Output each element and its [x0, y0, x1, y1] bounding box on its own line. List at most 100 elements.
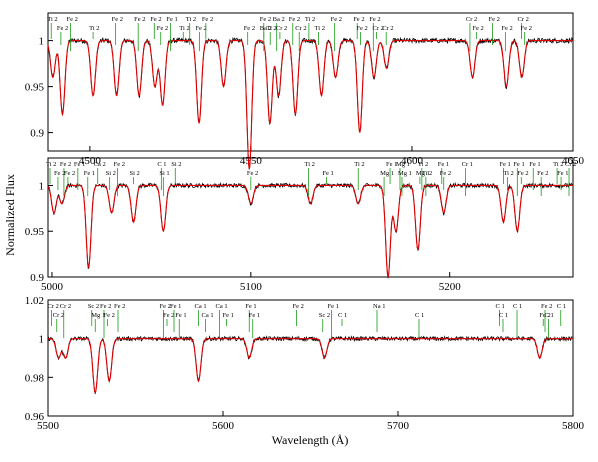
line-id-label: C 1: [499, 312, 508, 319]
line-id-label: Fe 2: [488, 16, 499, 23]
line-id-label: Mg 1: [380, 170, 394, 177]
line-id-label: Fe 1: [175, 312, 186, 319]
line-id-label: Fe 2: [157, 25, 168, 32]
line-id-label: Ti 2: [305, 16, 315, 23]
line-id-label: Ba 2: [260, 25, 272, 32]
line-id-label: Ti 2: [179, 25, 189, 32]
line-id-label: Fe 2: [114, 161, 125, 168]
line-id-label: Si 1: [159, 170, 169, 177]
y-tick-label: 0.9: [30, 128, 44, 140]
y-tick-label: 1: [39, 36, 45, 48]
line-id-label: Ti 2: [503, 170, 513, 177]
line-id-label: Fe 1: [166, 16, 177, 23]
model-spectrum-line: [48, 338, 573, 395]
line-id-label: Ti 2: [422, 170, 432, 177]
line-id-label: Ti 2: [47, 16, 57, 23]
y-tick-label: 0.95: [25, 226, 45, 238]
line-id-label: Fe 1: [170, 303, 181, 310]
line-id-label: Fe 2: [244, 25, 255, 32]
line-id-label: Ti 2: [315, 25, 325, 32]
line-id-label: Ti 2: [354, 161, 364, 168]
line-id-label: Si 2: [106, 170, 116, 177]
line-id-label: Fe 1: [499, 161, 510, 168]
line-id-label: Fe 1: [328, 303, 339, 310]
line-id-label: Fe 2: [112, 16, 123, 23]
line-id-label: Fe 2: [64, 170, 75, 177]
line-id-label: Fe 1: [438, 161, 449, 168]
line-id-label: Fe 2: [541, 303, 552, 310]
x-tick-label: 4550: [240, 155, 263, 167]
line-id-label: Cr 2: [382, 25, 393, 32]
line-id-label: Sc 2: [88, 303, 99, 310]
x-tick-label: 5800: [562, 420, 585, 432]
line-id-label: Ti 2: [186, 16, 196, 23]
y-tick-label: 0.98: [25, 372, 45, 384]
line-id-label: C 1: [157, 161, 166, 168]
line-id-label: Fe 2: [104, 312, 115, 319]
line-id-label: Mg 1: [396, 161, 410, 168]
model-spectrum-line: [47, 184, 573, 278]
y-tick-label: 1: [39, 334, 45, 346]
line-id-label: Fe 1: [529, 161, 540, 168]
line-id-label: Fe 1: [249, 312, 260, 319]
line-id-label: C 1: [545, 312, 554, 319]
line-id-label: Cr 2: [295, 25, 306, 32]
y-axis-label: Normalized Flux: [3, 174, 17, 256]
line-id-label: Fe 2: [202, 16, 213, 23]
line-id-label: Fe 2: [289, 16, 300, 23]
line-id-label: Ti 2: [305, 161, 315, 168]
line-id-label: Fe 2: [537, 170, 548, 177]
line-id-label: Fe 2: [472, 25, 483, 32]
line-id-label: Ti 2: [553, 161, 563, 168]
line-id-label: Mg 1: [416, 170, 430, 177]
line-id-label: Fe 2: [247, 170, 258, 177]
line-id-label: Fe 2: [54, 170, 65, 177]
line-id-label: Cr 2: [565, 161, 576, 168]
y-tick-label: 0.95: [25, 82, 45, 94]
line-id-label: Cr 2: [276, 25, 287, 32]
line-id-label: Ti 2: [46, 161, 56, 168]
observed-spectrum-line: [47, 36, 574, 168]
line-id-label: Na 1: [373, 303, 385, 310]
line-id-label: Cr 2: [48, 303, 59, 310]
line-id-label: Fe 2: [67, 16, 78, 23]
line-id-label: C 1: [513, 303, 522, 310]
y-tick-label: 0.96: [25, 411, 45, 423]
line-id-label: Fe 2: [60, 161, 71, 168]
line-id-label: Fe 1: [245, 303, 256, 310]
line-id-label: Ti 2: [266, 25, 276, 32]
line-id-label: Ba 2: [273, 16, 285, 23]
line-id-label: Fe 2: [163, 312, 174, 319]
line-id-label: Fe 2: [501, 25, 512, 32]
line-id-label: Cr 2: [466, 16, 477, 23]
line-id-label: Fe 1: [223, 312, 234, 319]
line-id-label: Cr 2: [373, 25, 384, 32]
line-id-label: Ca 1: [195, 303, 207, 310]
line-id-label: Cr 2: [60, 303, 71, 310]
line-id-label: Si 2: [130, 170, 140, 177]
x-tick-label: 5600: [212, 420, 235, 432]
y-tick-label: 1: [39, 180, 45, 192]
x-tick-label: 5100: [240, 281, 263, 293]
y-tick-label: 0.9: [30, 272, 44, 284]
observed-spectrum-line: [47, 335, 574, 395]
line-id-label: Ti 2: [418, 161, 428, 168]
line-id-label: Mg 1: [398, 170, 412, 177]
line-id-label: Cr 2: [53, 312, 64, 319]
line-id-label: Ca 2: [94, 161, 106, 168]
line-id-label: Fe 2: [440, 170, 451, 177]
line-id-label: C 1: [338, 312, 347, 319]
line-id-label: Cr 2: [517, 16, 528, 23]
x-tick-label: 5700: [387, 420, 410, 432]
line-id-label: Fe 2: [100, 303, 111, 310]
line-id-label: Fe 2: [134, 16, 145, 23]
model-spectrum-line: [47, 40, 573, 170]
line-id-label: Fe 2: [369, 16, 380, 23]
line-id-label: Mg 1: [91, 312, 105, 319]
line-id-label: C 1: [415, 312, 424, 319]
line-id-label: Cr 1: [462, 161, 473, 168]
line-id-label: C 1: [496, 303, 505, 310]
line-id-label: Sc 2: [319, 312, 330, 319]
panel-frame: [47, 12, 574, 152]
